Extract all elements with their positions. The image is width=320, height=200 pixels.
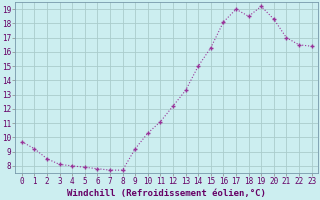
X-axis label: Windchill (Refroidissement éolien,°C): Windchill (Refroidissement éolien,°C) [67, 189, 266, 198]
